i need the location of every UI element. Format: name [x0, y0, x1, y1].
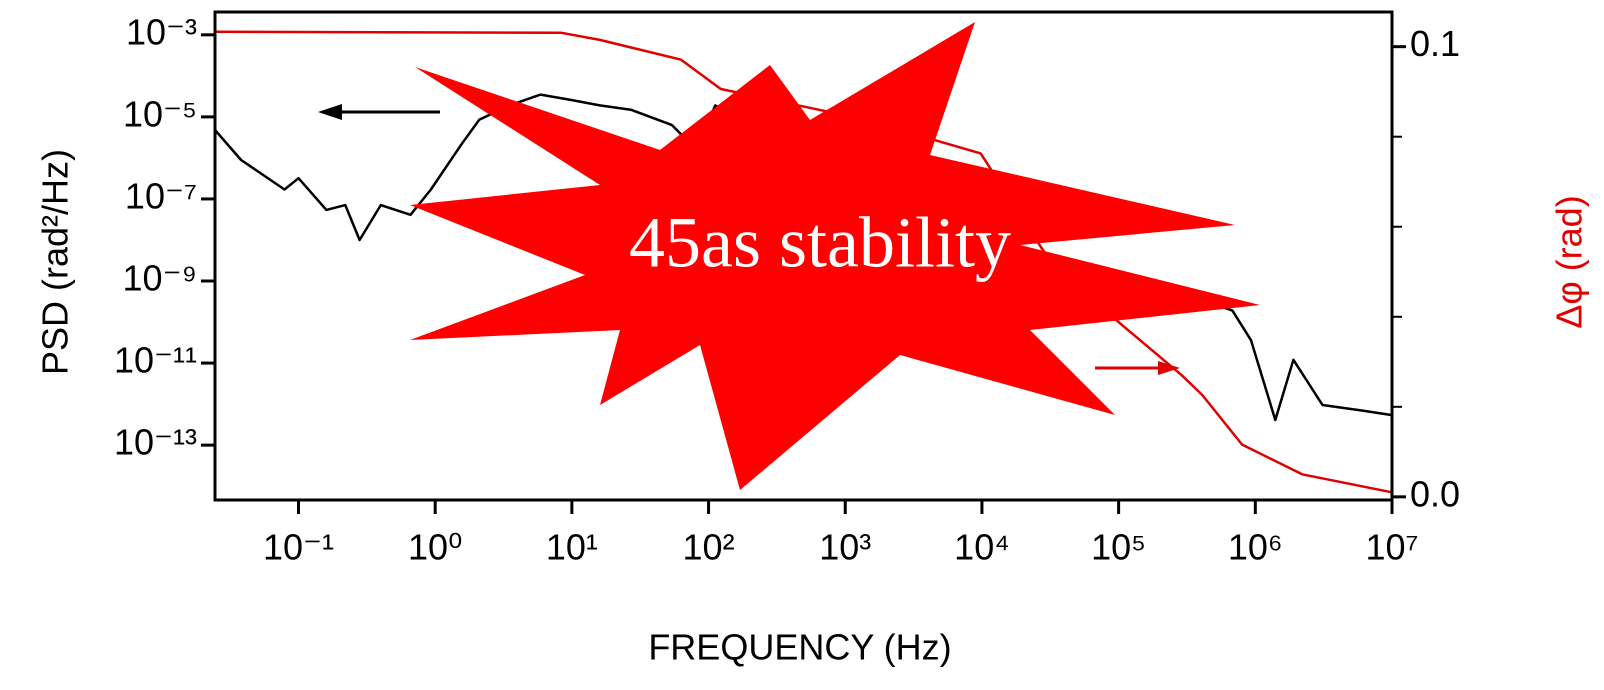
- x-tick-label: 10⁻¹: [263, 527, 334, 568]
- x-tick-label: 10⁰: [408, 527, 462, 568]
- arrow-head: [318, 104, 342, 120]
- y-axis-label: PSD (rad²/Hz): [35, 149, 76, 375]
- x-tick-label: 10¹: [546, 527, 598, 568]
- x-axis-label: FREQUENCY (Hz): [648, 627, 951, 668]
- x-tick-label: 10⁶: [1228, 527, 1283, 568]
- series-line: [214, 93, 1393, 422]
- x-tick-label: 10⁵: [1091, 527, 1146, 568]
- x-tick-label: 10³: [819, 527, 871, 568]
- phase-arrow: [1095, 361, 1180, 375]
- y2-axis-label: Δφ (rad): [1549, 195, 1590, 328]
- arrow-head: [1158, 361, 1180, 375]
- annotation: 45as stability: [629, 203, 1011, 283]
- y-tick-label: 10⁻¹³: [114, 422, 197, 463]
- y2-tick-label: 0.1: [1410, 23, 1460, 64]
- x-tick-label: 10⁴: [954, 527, 1010, 568]
- psd-arrow: [318, 104, 440, 120]
- starburst: [410, 22, 1260, 490]
- y-tick-label: 10⁻¹¹: [114, 340, 197, 381]
- x-tick-label: 10²: [683, 527, 735, 568]
- y-tick-label: 10⁻⁷: [125, 175, 197, 216]
- y-tick-label: 10⁻⁵: [123, 93, 197, 134]
- y-tick-label: 10⁻³: [126, 11, 197, 52]
- y2-tick-label: 0.0: [1410, 473, 1460, 514]
- y-tick-label: 10⁻⁹: [123, 258, 197, 299]
- x-tick-label: 10⁷: [1365, 527, 1418, 568]
- plot-frame: [213, 10, 1394, 502]
